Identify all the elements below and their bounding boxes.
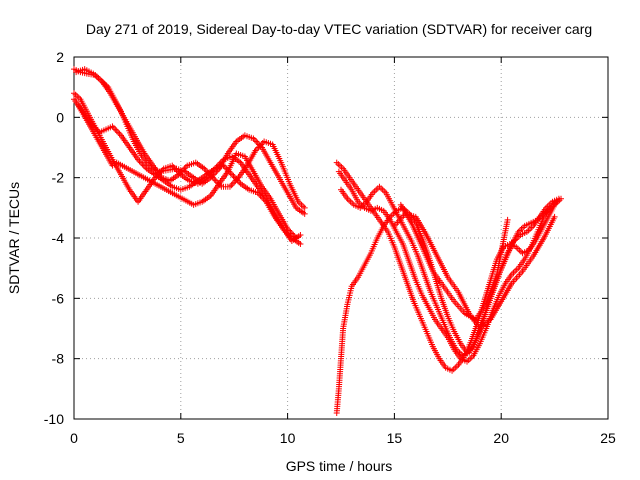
y-tick-label: 2: [56, 49, 64, 65]
data-marker-path: [335, 168, 560, 365]
data-marker-path: [75, 102, 300, 241]
y-tick-label: -6: [52, 290, 65, 306]
tick-labels: 0 5 10 15 20 25 -10 -8 -6 -4 -2 0 2: [44, 49, 616, 446]
x-tick-label: 15: [387, 430, 403, 446]
series-track-j: [391, 210, 558, 332]
y-tick-label: -4: [52, 230, 65, 246]
y-tick-label: -8: [52, 351, 65, 367]
series-track-b: [73, 66, 308, 211]
x-axis-label: GPS time / hours: [286, 458, 393, 474]
y-tick-label: -2: [52, 170, 65, 186]
x-tick-label: 25: [600, 430, 616, 446]
axis-ticks: [73, 56, 609, 420]
series-track-k: [397, 201, 511, 323]
data-points: [71, 66, 565, 416]
x-tick-label: 20: [493, 430, 509, 446]
x-tick-label: 10: [280, 430, 296, 446]
y-tick-label: -10: [44, 411, 64, 427]
chart-title: Day 271 of 2019, Sidereal Day-to-day VTE…: [86, 21, 592, 37]
x-tick-label: 5: [177, 430, 185, 446]
data-marker-path: [73, 66, 308, 211]
data-marker-path: [397, 201, 511, 323]
x-tick-label: 0: [70, 430, 78, 446]
series-track-d: [71, 96, 304, 245]
series-track-e: [75, 102, 300, 241]
y-axis-label: SDTVAR / TECUs: [6, 182, 22, 294]
data-marker-path: [391, 210, 558, 332]
data-marker-path: [71, 96, 304, 245]
data-marker-path: [333, 198, 560, 416]
series-track-f: [333, 198, 560, 416]
y-tick-label: 0: [56, 109, 64, 125]
series-track-h: [335, 168, 560, 365]
